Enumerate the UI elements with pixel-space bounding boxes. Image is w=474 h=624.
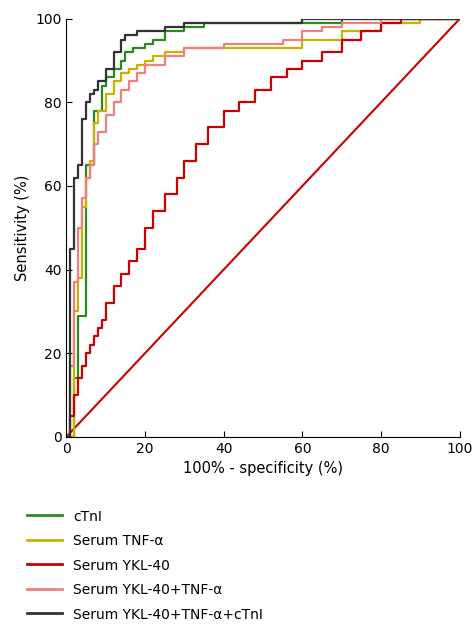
X-axis label: 100% - specificity (%): 100% - specificity (%) [183, 461, 343, 476]
Legend: cTnI, Serum TNF-α, Serum YKL-40, Serum YKL-40+TNF-α, Serum YKL-40+TNF-α+cTnI: cTnI, Serum TNF-α, Serum YKL-40, Serum Y… [27, 510, 263, 622]
Y-axis label: Sensitivity (%): Sensitivity (%) [15, 175, 29, 281]
